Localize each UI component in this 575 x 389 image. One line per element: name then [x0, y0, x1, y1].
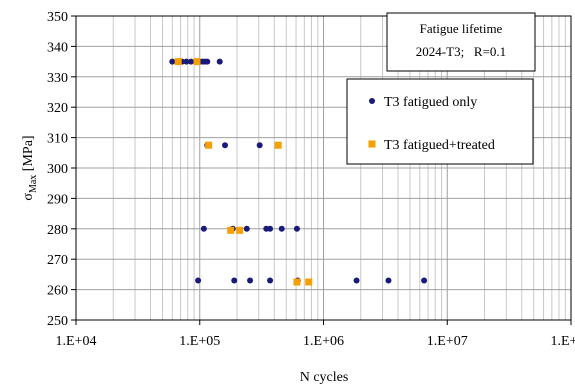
- x-axis-title: N cycles: [300, 370, 349, 385]
- y-axis-title-subscript: Max: [28, 175, 39, 193]
- data-point-fatigued-only: [222, 142, 229, 149]
- data-point-fatigued-treated: [193, 58, 201, 66]
- data-point-fatigued-only: [256, 142, 263, 149]
- data-point-fatigued-only: [353, 277, 360, 284]
- data-point-fatigued-only: [267, 225, 274, 232]
- y-axis-title-symbol: σ: [21, 193, 36, 201]
- annotation-line-1: Fatigue lifetime: [420, 21, 503, 36]
- data-point-fatigued-only: [195, 277, 202, 284]
- y-tick-label: 290: [47, 192, 68, 207]
- data-points: [169, 58, 428, 286]
- y-tick-label: 280: [47, 223, 68, 238]
- data-point-fatigued-only: [385, 277, 392, 284]
- axis-ticks: 250 260 270 280 290 300 310 320 330 340 350 1.E+04 1…: [47, 10, 575, 349]
- legend-marker-square: [368, 140, 376, 148]
- x-tick-label: 1.E+07: [427, 334, 468, 349]
- y-axis-title-unit: [MPa]: [21, 135, 36, 174]
- legend: T3 fatigued only T3 fatigued+treated: [346, 78, 534, 165]
- y-tick-label: 350: [47, 10, 68, 25]
- data-point-fatigued-only: [183, 58, 190, 65]
- data-point-fatigued-treated: [174, 58, 182, 66]
- y-tick-label: 270: [47, 253, 68, 268]
- y-axis-title: σMax [MPa]: [21, 135, 39, 200]
- data-point-fatigued-treated: [274, 141, 282, 149]
- annotation-box: Fatigue lifetime 2024-T3; R=0.1: [386, 12, 536, 72]
- x-tick-label: 1.E+04: [56, 334, 97, 349]
- data-point-fatigued-only: [216, 58, 223, 65]
- y-tick-label: 330: [47, 71, 68, 86]
- data-point-fatigued-only: [267, 277, 274, 284]
- data-point-fatigued-treated: [227, 226, 235, 234]
- data-point-fatigued-treated: [205, 141, 213, 149]
- data-point-fatigued-treated: [305, 278, 313, 286]
- data-point-fatigued-treated: [293, 278, 301, 286]
- x-tick-label: 1.E+06: [303, 334, 344, 349]
- x-tick-label: 1.E+08: [551, 334, 575, 349]
- legend-entry-fatigued-treated: T3 fatigued+treated: [384, 138, 495, 153]
- data-point-fatigued-only: [247, 277, 254, 284]
- y-tick-label: 300: [47, 162, 68, 177]
- data-point-fatigued-only: [278, 225, 285, 232]
- data-point-fatigued-only: [169, 58, 176, 65]
- legend-entry-fatigued-only: T3 fatigued only: [384, 95, 477, 110]
- data-point-fatigued-only: [231, 277, 238, 284]
- annotation-line-2: 2024-T3; R=0.1: [416, 44, 506, 59]
- legend-marker-circle: [369, 98, 375, 104]
- data-point-fatigued-only: [200, 225, 207, 232]
- data-point-fatigued-only: [188, 58, 195, 65]
- y-tick-label: 260: [47, 284, 68, 299]
- data-point-fatigued-only: [293, 225, 300, 232]
- data-point-fatigued-only: [204, 58, 211, 65]
- y-tick-label: 250: [47, 314, 68, 329]
- y-tick-label: 340: [47, 40, 68, 55]
- data-point-fatigued-only: [243, 225, 250, 232]
- x-tick-label: 1.E+05: [179, 334, 220, 349]
- data-point-fatigued-only: [421, 277, 428, 284]
- y-tick-label: 310: [47, 132, 68, 147]
- y-tick-label: 320: [47, 101, 68, 116]
- data-point-fatigued-treated: [236, 226, 244, 234]
